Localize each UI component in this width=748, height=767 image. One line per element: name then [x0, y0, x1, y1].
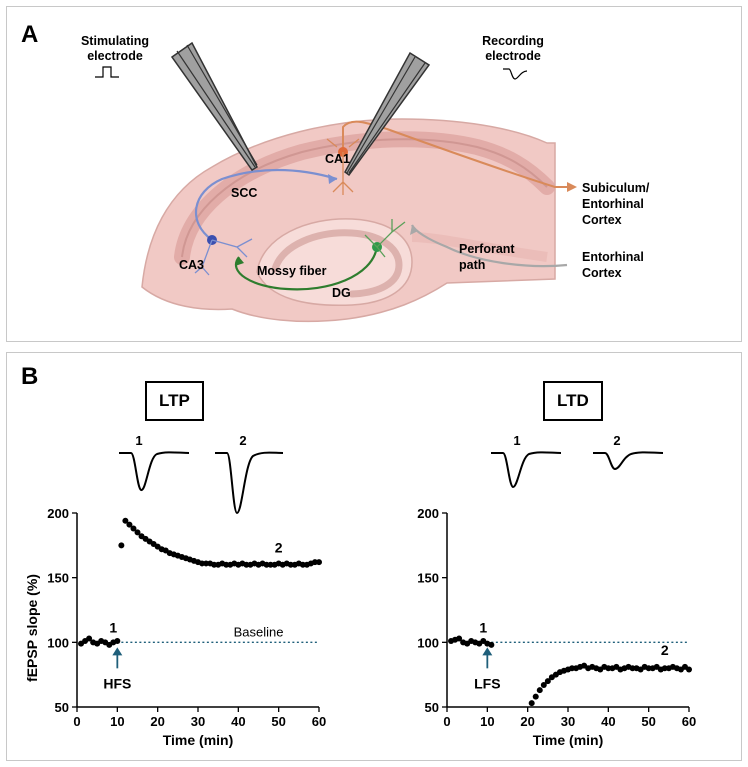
- ltp-data-point: [130, 525, 137, 532]
- ltp-trace-2: [215, 451, 284, 515]
- ltp-box: LTP: [145, 381, 204, 421]
- ltd-data-point: [686, 666, 692, 673]
- ltd-marker-2: 2: [661, 642, 669, 658]
- perforant-label-2: path: [459, 258, 485, 272]
- ltp-trace-2-label: 2: [239, 433, 246, 448]
- ltp-data-point: [134, 529, 141, 536]
- subiculum-label-3: Cortex: [582, 213, 622, 227]
- ltd-data-point: [488, 641, 495, 648]
- stimulating-electrode: [170, 41, 258, 172]
- mossy-fiber: [234, 246, 379, 291]
- ltd-y-tick-label: 100: [417, 635, 439, 650]
- ltd-x-tick-label: 40: [601, 714, 615, 729]
- stim-label-2: electrode: [87, 49, 143, 63]
- ltp-data-point: [316, 559, 322, 566]
- ltp-marker-1: 1: [109, 619, 117, 635]
- ltp-plot: 0 10 20 30 40 50 60 50 100 150 200 Time (min) HFS 1 2 B…: [47, 506, 326, 748]
- scc-label: SCC: [231, 186, 257, 200]
- panel-b-label: B: [21, 363, 39, 390]
- ltp-x-tick-label: 0: [73, 714, 80, 729]
- ltd-x-tick-label: 50: [641, 714, 655, 729]
- ltp-data-point: [122, 517, 129, 524]
- ltd-x-tick-label: 10: [480, 714, 494, 729]
- ltd-x-tick-label: 60: [682, 714, 696, 729]
- ltd-y-tick-label: 200: [417, 506, 439, 521]
- schaffer-collateral: [194, 168, 338, 241]
- panel-a-label: A: [21, 21, 39, 48]
- ltd-x-tick-label: 30: [561, 714, 575, 729]
- panel-a: A: [6, 6, 742, 342]
- ltd-data-point: [536, 687, 543, 694]
- mossy-label: Mossy fiber: [257, 264, 327, 278]
- ltp-stimulus-arrowhead: [112, 647, 123, 656]
- ca1-label: CA1: [325, 152, 350, 166]
- ltp-trace-1-label: 1: [135, 433, 142, 448]
- dg-label: DG: [332, 286, 351, 300]
- perforant-label-1: Perforant: [459, 242, 515, 256]
- ltd-data-point: [528, 700, 535, 707]
- ltd-data-point: [532, 693, 539, 700]
- ltp-y-tick-label: 200: [47, 506, 69, 521]
- ltp-x-tick-label: 20: [150, 714, 164, 729]
- ltp-y-tick-label: 150: [47, 571, 69, 586]
- ltp-x-axis-label: Time (min): [163, 732, 234, 748]
- entorhinal-label-2: Cortex: [582, 266, 622, 280]
- ltd-y-tick-label: 50: [425, 700, 439, 715]
- recording-wave-icon: [503, 68, 528, 80]
- ca1-axon: [342, 120, 567, 188]
- ltp-stimulus-label: HFS: [103, 675, 131, 691]
- ltd-x-axis-label: Time (min): [533, 732, 604, 748]
- rec-label-1: Recording: [482, 34, 544, 48]
- recording-electrode: [344, 51, 431, 177]
- ltp-x-tick-label: 40: [231, 714, 245, 729]
- ltd-data-point: [544, 678, 551, 685]
- ltp-data-point: [126, 521, 133, 528]
- ltp-trace-1: [119, 451, 190, 492]
- subiculum-label-1: Subiculum/: [582, 181, 650, 195]
- ltp-y-tick-label: 50: [55, 700, 69, 715]
- ltp-x-tick-label: 60: [312, 714, 326, 729]
- ltp-x-tick-label: 10: [110, 714, 124, 729]
- ltp-marker-2: 2: [275, 540, 283, 556]
- subiculum-label-2: Entorhinal: [582, 197, 644, 211]
- ltd-data-point: [456, 635, 463, 642]
- ltd-x-tick-label: 20: [520, 714, 534, 729]
- ltd-stimulus-label: LFS: [474, 675, 500, 691]
- rec-label-2: electrode: [485, 49, 541, 63]
- ltd-box: LTD: [543, 381, 603, 421]
- perforant-path: [411, 224, 568, 268]
- stim-label-1: Stimulating: [81, 34, 149, 48]
- ltp-data-point: [114, 638, 121, 645]
- ltp-x-tick-label: 50: [271, 714, 285, 729]
- ltd-plot: 0 10 20 30 40 50 60 50 100 150 200 Time (min) LFS 1 2: [417, 506, 696, 748]
- ltp-y-tick-label: 100: [47, 635, 69, 650]
- panel-b: B LTP LTD 1 2 1 2 fEPSP slope (%) 0 10 20 3…: [6, 352, 742, 761]
- ca3-label: CA3: [179, 258, 204, 272]
- ltd-trace-1: [491, 451, 562, 489]
- hippocampus-diagram: Stimulating electrode Recording electrod…: [81, 34, 650, 323]
- stimulus-pulse-icon: [95, 66, 119, 78]
- ltd-trace-1-label: 1: [513, 433, 520, 448]
- ltd-trace-2-label: 2: [613, 433, 620, 448]
- ltd-stimulus-arrowhead: [482, 647, 493, 656]
- ltp-x-tick-label: 30: [191, 714, 205, 729]
- ltd-y-tick-label: 150: [417, 571, 439, 586]
- ltp-data-point: [86, 635, 93, 642]
- plots-area: 1 2 1 2 fEPSP slope (%) 0 10 20 30 40 50 60501…: [24, 433, 696, 748]
- ltd-data-point: [540, 682, 547, 689]
- ltp-data-point: [118, 542, 125, 549]
- ltd-marker-1: 1: [479, 619, 487, 635]
- ltd-trace-2: [593, 451, 664, 471]
- y-axis-label: fEPSP slope (%): [24, 574, 40, 682]
- entorhinal-label-1: Entorhinal: [582, 250, 644, 264]
- ltd-x-tick-label: 0: [443, 714, 450, 729]
- baseline-label: Baseline: [234, 624, 284, 639]
